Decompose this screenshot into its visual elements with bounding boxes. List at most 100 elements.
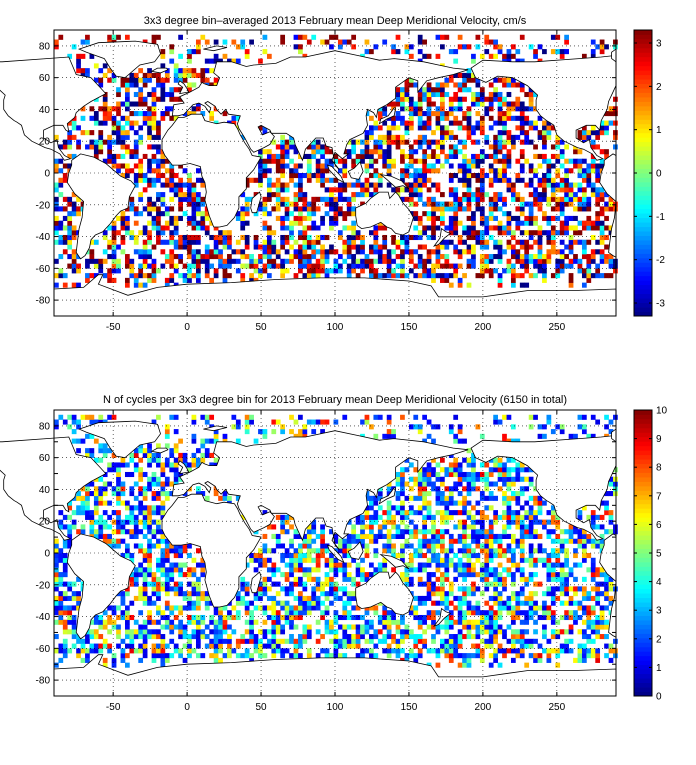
data-cell bbox=[409, 534, 414, 539]
data-cell bbox=[569, 202, 574, 207]
data-cell bbox=[267, 273, 272, 278]
data-cell bbox=[409, 102, 414, 107]
data-cell bbox=[546, 178, 551, 183]
data-cell bbox=[205, 68, 210, 73]
data-cell bbox=[418, 111, 423, 116]
data-cell bbox=[498, 259, 503, 264]
data-cell bbox=[484, 563, 489, 568]
data-cell bbox=[156, 510, 161, 515]
data-cell bbox=[444, 625, 449, 630]
data-cell bbox=[538, 197, 543, 202]
data-cell bbox=[436, 553, 441, 558]
data-cell bbox=[502, 159, 507, 164]
data-cell bbox=[507, 135, 512, 140]
data-cell bbox=[298, 582, 303, 587]
data-cell bbox=[334, 620, 339, 625]
data-cell bbox=[591, 125, 596, 130]
data-cell bbox=[551, 230, 556, 235]
data-cell bbox=[387, 529, 392, 534]
data-cell bbox=[515, 653, 520, 658]
data-cell bbox=[94, 501, 99, 506]
data-cell bbox=[196, 40, 201, 45]
data-cell bbox=[218, 634, 223, 639]
data-cell bbox=[183, 197, 188, 202]
data-cell bbox=[409, 192, 414, 197]
data-cell bbox=[107, 140, 112, 145]
data-cell bbox=[54, 605, 59, 610]
data-cell bbox=[160, 625, 165, 630]
data-cell bbox=[533, 558, 538, 563]
data-cell bbox=[160, 49, 165, 54]
data-cell bbox=[422, 259, 427, 264]
data-cell bbox=[365, 548, 370, 553]
data-cell bbox=[121, 240, 126, 245]
data-cell bbox=[431, 634, 436, 639]
data-cell bbox=[98, 259, 103, 264]
data-cell bbox=[453, 197, 458, 202]
data-cell bbox=[89, 491, 94, 496]
data-cell bbox=[462, 591, 467, 596]
data-cell bbox=[294, 567, 299, 572]
data-cell bbox=[356, 615, 361, 620]
data-cell bbox=[76, 206, 81, 211]
data-cell bbox=[595, 268, 600, 273]
data-cell bbox=[289, 543, 294, 548]
data-cell bbox=[134, 163, 139, 168]
data-cell bbox=[285, 249, 290, 254]
data-cell bbox=[112, 663, 117, 668]
data-cell bbox=[480, 548, 485, 553]
data-cell bbox=[187, 273, 192, 278]
data-cell bbox=[560, 572, 565, 577]
data-cell bbox=[586, 163, 591, 168]
data-cell bbox=[129, 582, 134, 587]
data-cell bbox=[294, 249, 299, 254]
data-cell bbox=[613, 524, 618, 529]
data-cell bbox=[227, 496, 232, 501]
data-cell bbox=[276, 644, 281, 649]
data-cell bbox=[600, 240, 605, 245]
data-cell bbox=[316, 553, 321, 558]
data-cell bbox=[81, 116, 86, 121]
data-cell bbox=[143, 634, 148, 639]
data-cell bbox=[413, 548, 418, 553]
data-cell bbox=[369, 625, 374, 630]
data-cell bbox=[507, 163, 512, 168]
data-cell bbox=[72, 510, 77, 515]
data-cell bbox=[529, 529, 534, 534]
data-cell bbox=[183, 240, 188, 245]
data-cell bbox=[302, 206, 307, 211]
data-cell bbox=[471, 548, 476, 553]
data-cell bbox=[369, 135, 374, 140]
data-cell bbox=[515, 639, 520, 644]
data-cell bbox=[192, 183, 197, 188]
data-cell bbox=[533, 510, 538, 515]
data-cell bbox=[302, 225, 307, 230]
data-cell bbox=[72, 121, 77, 126]
data-cell bbox=[112, 230, 117, 235]
data-cell bbox=[449, 283, 454, 288]
data-cell bbox=[507, 534, 512, 539]
data-cell bbox=[342, 625, 347, 630]
data-cell bbox=[316, 249, 321, 254]
data-cell bbox=[325, 648, 330, 653]
data-cell bbox=[196, 653, 201, 658]
data-cell bbox=[196, 273, 201, 278]
data-cell bbox=[325, 249, 330, 254]
data-cell bbox=[192, 259, 197, 264]
data-cell bbox=[121, 639, 126, 644]
data-cell bbox=[152, 121, 157, 126]
data-cell bbox=[405, 249, 410, 254]
data-cell bbox=[387, 610, 392, 615]
data-cell bbox=[449, 216, 454, 221]
data-cell bbox=[409, 510, 414, 515]
data-cell bbox=[591, 567, 596, 572]
data-cell bbox=[174, 192, 179, 197]
data-cell bbox=[400, 620, 405, 625]
data-cell bbox=[462, 615, 467, 620]
data-cell bbox=[467, 116, 472, 121]
data-cell bbox=[564, 615, 569, 620]
data-cell bbox=[569, 168, 574, 173]
data-cell bbox=[582, 610, 587, 615]
data-cell bbox=[271, 582, 276, 587]
